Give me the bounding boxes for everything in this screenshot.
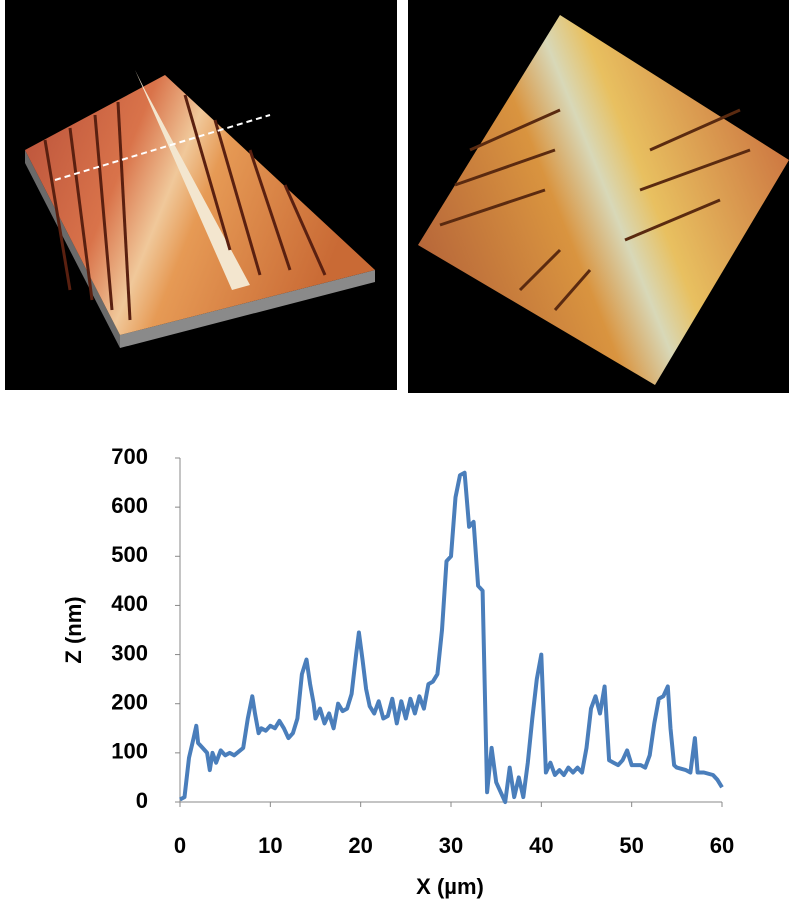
x-tick-label: 10	[258, 833, 282, 858]
x-tick-label: 40	[529, 833, 553, 858]
y-tick-label: 200	[111, 690, 148, 715]
y-tick-label: 100	[111, 739, 148, 764]
x-tick-label: 0	[174, 833, 186, 858]
data-line	[179, 470, 724, 804]
afm-top-image	[408, 0, 789, 393]
y-tick-label: 500	[111, 542, 148, 567]
y-tick-label: 0	[136, 788, 148, 813]
y-tick-label: 600	[111, 493, 148, 518]
x-tick-label: 50	[619, 833, 643, 858]
x-axis-title: X (µm)	[416, 874, 484, 899]
y-tick-label: 300	[111, 640, 148, 665]
afm-3d-image	[5, 0, 397, 390]
y-tick-label: 400	[111, 591, 148, 616]
x-tick-label: 30	[439, 833, 463, 858]
y-axis-title: Z (nm)	[61, 596, 86, 663]
y-tick-label: 700	[111, 444, 148, 469]
x-tick-label: 20	[348, 833, 372, 858]
x-tick-label: 60	[710, 833, 734, 858]
